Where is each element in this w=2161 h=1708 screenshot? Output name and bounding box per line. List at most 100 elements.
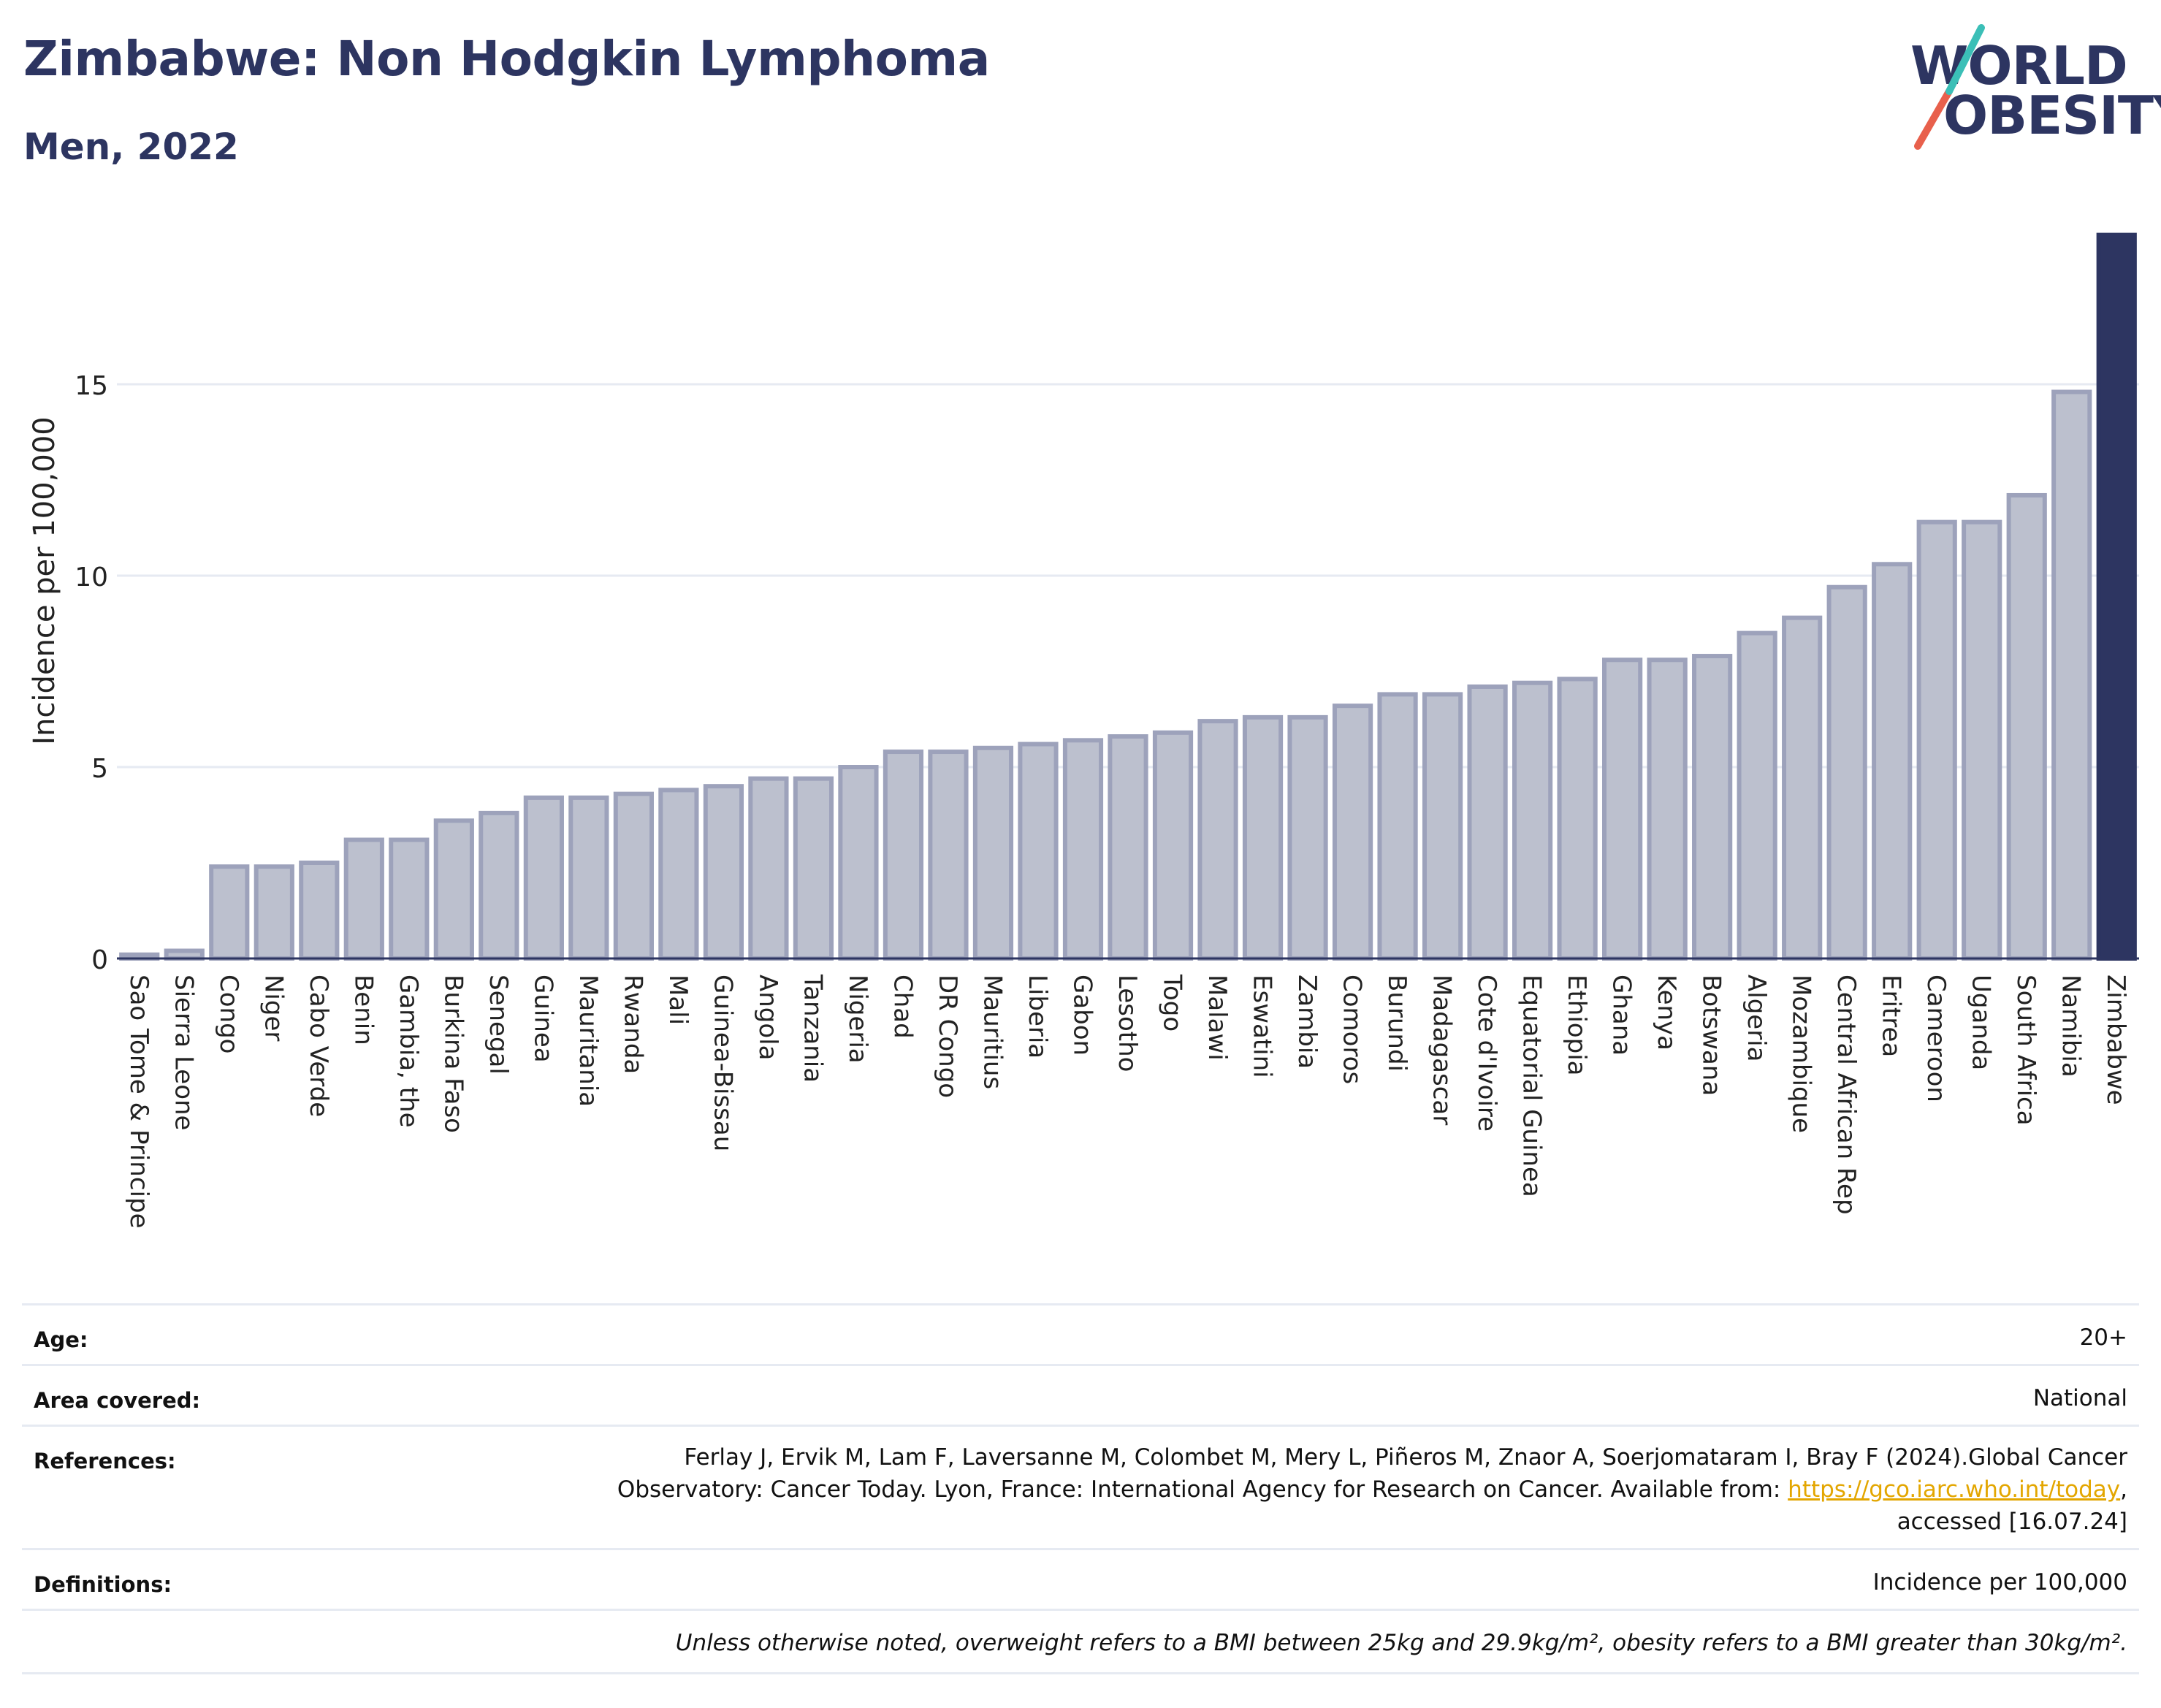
x-tick-label: Burkina Faso [438, 975, 468, 1133]
info-table: Age: 20+ Area covered: National Referenc… [22, 1303, 2139, 1674]
bar-equatorial-guinea [1512, 680, 1553, 961]
y-axis-label: Incidence per 100,000 [28, 416, 61, 745]
bar-guinea-bissau [703, 784, 744, 961]
x-tick-labels: Sao Tome & Principe Sierra Leone Congo Nige… [124, 974, 2130, 1229]
bar-sierra-leone [164, 948, 205, 961]
bar-eswatini [1242, 714, 1284, 961]
bar-gabon [1062, 738, 1104, 961]
x-tick-label: Uganda [1967, 975, 1996, 1070]
definitions-note: Unless otherwise noted, overweight refer… [675, 1630, 2127, 1656]
bar-lesotho [1108, 734, 1148, 961]
references-line-3: accessed [16.07.24] [1897, 1509, 2127, 1535]
x-tick-label: Eritrea [1877, 975, 1906, 1057]
x-tick-label: Equatorial Guinea [1517, 975, 1547, 1197]
x-tick-label: Mauritania [573, 975, 603, 1107]
bar-botswana [1692, 654, 1733, 961]
y-tick-label: 10 [75, 563, 108, 592]
bar-mauritania [568, 795, 609, 961]
info-row-note: Unless otherwise noted, overweight refer… [22, 1609, 2139, 1674]
x-tick-label: Cameroon [1921, 975, 1951, 1102]
x-tick-label: Gabon [1067, 975, 1097, 1056]
bar-mali [658, 788, 699, 961]
x-tick-label: Cabo Verde [304, 975, 333, 1117]
bar-togo [1152, 730, 1194, 961]
x-tick-label: Cote d'Ivoire [1472, 975, 1501, 1132]
x-tick-label: Botswana [1697, 975, 1726, 1096]
bar-chart: 0 5 10 15 Sao Tome & Principe Sierra Leone Co… [28, 232, 2139, 1229]
bar-niger [254, 864, 294, 961]
references-line-2-comma: , [2120, 1476, 2127, 1503]
x-tick-label: Benin [348, 975, 378, 1045]
bar-madagascar [1422, 692, 1463, 961]
logo-line-2: OBESITY [1943, 85, 2161, 146]
y-tick-label: 0 [91, 945, 108, 975]
bar-malawi [1197, 719, 1238, 961]
x-tick-label: Lesotho [1113, 975, 1142, 1072]
x-tick-label: Malawi [1203, 975, 1232, 1061]
bar-senegal [479, 810, 519, 961]
bar-namibia [2051, 389, 2092, 961]
x-tick-label: Nigeria [843, 975, 872, 1064]
bar-cote-d-ivoire [1467, 684, 1508, 961]
bar-mozambique [1782, 615, 1823, 961]
bar-congo [209, 864, 250, 961]
x-tick-label: Ethiopia [1562, 975, 1591, 1075]
info-row-references: References: Ferlay J, Ervik M, Lam F, La… [22, 1425, 2139, 1548]
bar-dr-congo [928, 750, 969, 961]
page-subtitle: Men, 2022 [23, 126, 239, 168]
definitions-label: Definitions: [34, 1572, 172, 1597]
info-row-definitions: Definitions: Incidence per 100,000 [22, 1548, 2139, 1609]
x-tick-label: Zimbabwe [2101, 975, 2130, 1105]
x-tick-label: Kenya [1652, 975, 1681, 1051]
bar-comoros [1332, 704, 1373, 961]
x-tick-label: Ghana [1607, 975, 1636, 1056]
references-value: Ferlay J, Ervik M, Lam F, Laversanne M, … [617, 1427, 2139, 1538]
page-title: Zimbabwe: Non Hodgkin Lymphoma [23, 31, 990, 87]
x-tick-label: Madagascar [1428, 975, 1457, 1125]
bar-ghana [1602, 657, 1643, 961]
references-line-2: Observatory: Cancer Today. Lyon, France:… [617, 1473, 2127, 1506]
area-value: National [2032, 1385, 2127, 1411]
bar-uganda [1962, 519, 2002, 961]
x-tick-label: Angola [753, 975, 782, 1060]
bar-guinea [523, 795, 564, 961]
y-tick-labels: 0 5 10 15 [75, 371, 108, 975]
bar-eritrea [1872, 562, 1913, 961]
bar-mauritius [972, 745, 1014, 961]
bar-zimbabwe [2096, 232, 2137, 961]
x-tick-label: Namibia [2057, 975, 2086, 1078]
x-tick-label: Mozambique [1787, 975, 1816, 1133]
logo-line-1: WORLD [1910, 35, 2128, 96]
x-tick-label: South Africa [2011, 975, 2040, 1126]
bar-algeria [1737, 630, 1777, 961]
bar-chad [883, 750, 924, 961]
bar-rwanda [613, 791, 654, 961]
x-tick-label: Central African Rep [1832, 975, 1861, 1215]
area-label: Area covered: [34, 1388, 201, 1413]
bar-kenya [1647, 657, 1688, 961]
x-tick-label: Chad [888, 975, 917, 1039]
x-tick-label: Mauritius [977, 975, 1007, 1089]
x-tick-label: Sierra Leone [169, 975, 198, 1130]
x-tick-label: Burundi [1382, 975, 1411, 1072]
info-row-area: Area covered: National [22, 1364, 2139, 1425]
x-tick-label: Togo [1158, 974, 1187, 1032]
x-tick-label: Liberia [1023, 975, 1052, 1059]
info-row-age: Age: 20+ [22, 1303, 2139, 1364]
bar-gambia-the [389, 837, 430, 961]
x-tick-label: Guinea [528, 975, 557, 1063]
x-tick-label: Zambia [1292, 975, 1322, 1069]
bar-zambia [1287, 714, 1328, 961]
x-tick-label: Niger [259, 975, 288, 1041]
bar-central-african-rep [1826, 584, 1867, 961]
x-tick-label: Eswatini [1248, 975, 1277, 1078]
bar-burkina-faso [433, 818, 474, 961]
references-label: References: [34, 1449, 176, 1473]
x-tick-label: Gambia, the [394, 975, 423, 1128]
x-tick-label: Rwanda [618, 975, 647, 1074]
x-tick-label: Sao Tome & Principe [124, 975, 153, 1229]
bar-burundi [1377, 692, 1418, 961]
age-value: 20+ [2079, 1324, 2127, 1351]
references-link[interactable]: https://gco.iarc.who.int/today [1788, 1476, 2121, 1503]
x-tick-label: Mali [663, 975, 693, 1025]
